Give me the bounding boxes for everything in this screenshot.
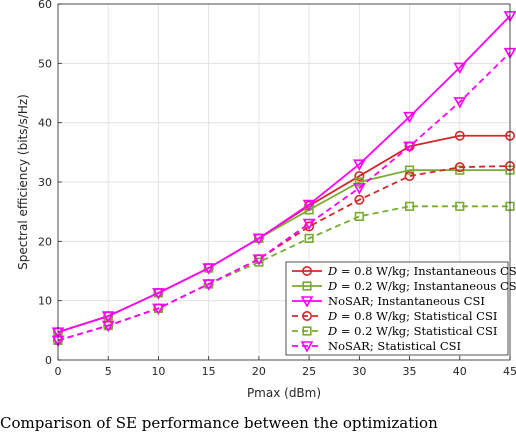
axis-ticks: 0 5 10 15 20 25 30 35 40 45 0 10 20 30 40 50 60 [38,0,516,378]
x-tick-label: 0 [55,365,62,378]
data-point [101,320,115,333]
data-point [352,183,366,195]
data-point [101,311,115,323]
legend-label-text: = 0.2 W/kg; Instantaneous CSI [337,279,516,293]
data-point [403,141,416,154]
y-axis-label: Spectral efficiency (bits/s/Hz) [16,94,30,270]
data-point [202,263,216,275]
legend-label-text: = 0.2 W/kg; Statistical CSI [337,324,497,338]
x-tick-label: 40 [453,365,467,378]
legend-label-symbol: D [327,264,337,278]
legend-entry: D = 0.8 W/kg; Statistical CSI [292,309,497,323]
data-point [454,130,465,141]
data-point [404,165,415,175]
data-point [152,288,165,300]
figure-caption: Comparison of SE performance between the… [0,414,438,432]
legend-label: D = 0.8 W/kg; Instantaneous CSI [327,264,516,278]
y-tick-label: 0 [45,354,52,367]
legend-marker [302,326,312,336]
legend-label: NoSAR; Statistical CSI [328,339,461,353]
data-point [454,162,465,173]
data-point [354,171,365,182]
legend-marker [300,341,314,353]
data-point [453,62,467,75]
legend-label: D = 0.2 W/kg; Statistical CSI [327,324,497,338]
x-axis-label: Pmax (dBm) [247,386,321,400]
legend-label: D = 0.8 W/kg; Statistical CSI [327,309,497,323]
legend-label-symbol: D [327,324,337,338]
x-tick-label: 10 [151,365,165,378]
legend-entry: D = 0.8 W/kg; Instantaneous CSI [292,264,516,278]
x-tick-label: 15 [202,365,216,378]
legend-label-text: = 0.8 W/kg; Statistical CSI [337,309,497,323]
legend-marker [301,310,312,321]
legend-label-symbol: D [327,309,337,323]
chart: 0 5 10 15 20 25 30 35 40 45 0 10 20 30 40 50 60 Pmax (dB… [16,0,516,400]
data-point [354,194,365,205]
data-point [354,211,364,222]
series-layer [51,11,516,348]
legend-label: D = 0.2 W/kg; Instantaneous CSI [327,279,516,293]
data-point [254,257,264,267]
legend-entry: NoSAR; Statistical CSI [292,339,461,353]
data-point [403,111,416,124]
y-tick-label: 30 [38,176,52,189]
series-line [57,165,511,342]
y-tick-label: 20 [38,235,52,248]
data-point [302,218,316,231]
legend-box [285,261,509,356]
data-point [252,254,266,266]
data-point [404,201,415,211]
series-line [57,205,510,342]
legend-marker [302,281,312,291]
data-point [202,279,216,291]
x-tick-label: 25 [302,365,316,378]
data-point [455,201,465,211]
data-point [404,171,415,182]
y-tick-label: 60 [38,0,52,11]
legend-label-text: = 0.8 W/kg; Instantaneous CSI [337,264,516,278]
legend-label-symbol: D [327,279,337,293]
x-tick-label: 35 [403,365,417,378]
y-tick-label: 10 [38,295,52,308]
data-point [252,233,266,246]
legend-entry: NoSAR; Instantaneous CSI [292,294,485,308]
y-tick-label: 40 [38,117,52,130]
series-line [57,15,511,333]
data-point [304,205,314,215]
x-tick-label: 20 [252,365,266,378]
series-3 [51,11,516,339]
data-point [354,177,364,187]
legend-entry: D = 0.2 W/kg; Instantaneous CSI [292,279,516,293]
y-tick-label: 50 [38,57,52,70]
data-point [352,159,366,171]
data-point [152,303,165,316]
data-point [304,233,314,243]
legend-marker [301,265,312,276]
x-tick-label: 30 [352,365,366,378]
x-tick-label: 45 [503,365,516,378]
legend-marker [300,296,314,308]
data-point [453,97,467,109]
x-tick-label: 5 [105,365,112,378]
data-point [302,199,316,212]
legend-label: NoSAR; Instantaneous CSI [328,294,485,308]
legend-entry: D = 0.2 W/kg; Statistical CSI [292,324,497,338]
